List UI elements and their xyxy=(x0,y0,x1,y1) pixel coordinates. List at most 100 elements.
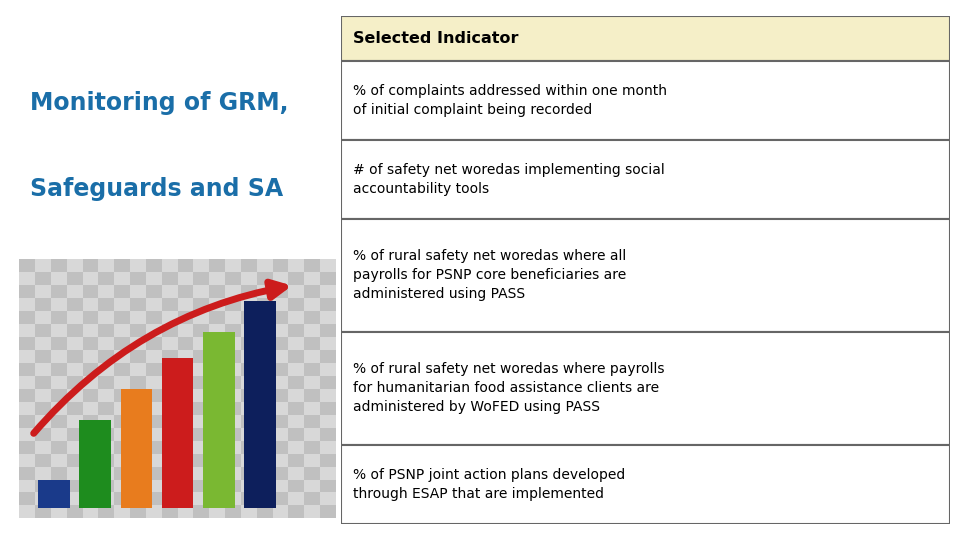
Bar xyxy=(146,285,161,298)
Bar xyxy=(194,272,209,285)
Bar xyxy=(226,492,241,505)
Bar xyxy=(146,259,161,272)
Bar xyxy=(51,337,67,350)
Bar xyxy=(289,337,304,350)
Bar xyxy=(209,454,226,467)
Bar xyxy=(209,324,226,337)
Bar xyxy=(241,272,257,285)
Bar xyxy=(99,272,114,285)
Bar xyxy=(67,324,83,337)
Bar xyxy=(194,480,209,492)
Bar xyxy=(83,428,99,441)
Bar xyxy=(209,389,226,402)
Bar xyxy=(83,402,99,415)
Bar xyxy=(114,324,131,337)
Bar xyxy=(67,492,83,505)
Bar xyxy=(289,505,304,518)
Bar xyxy=(178,311,194,324)
Bar xyxy=(19,363,36,376)
Bar xyxy=(114,376,131,389)
Bar xyxy=(289,480,304,492)
Bar xyxy=(194,298,209,311)
Bar xyxy=(241,376,257,389)
Bar xyxy=(273,505,289,518)
Bar xyxy=(83,389,99,402)
Bar xyxy=(114,402,131,415)
Bar xyxy=(257,324,273,337)
Bar xyxy=(289,285,304,298)
Bar xyxy=(226,428,241,441)
Bar xyxy=(36,337,51,350)
Bar xyxy=(51,376,67,389)
Bar xyxy=(226,454,241,467)
Bar xyxy=(67,376,83,389)
Bar xyxy=(273,389,289,402)
Bar xyxy=(226,376,241,389)
Bar xyxy=(99,324,114,337)
Bar xyxy=(36,376,51,389)
Bar xyxy=(51,389,67,402)
Bar xyxy=(19,441,36,454)
Bar xyxy=(161,441,178,454)
Bar xyxy=(226,298,241,311)
Bar xyxy=(131,363,146,376)
Bar xyxy=(273,285,289,298)
Bar xyxy=(99,480,114,492)
Bar xyxy=(226,441,241,454)
Bar xyxy=(131,454,146,467)
Bar xyxy=(257,428,273,441)
Bar xyxy=(19,492,36,505)
Bar xyxy=(131,324,146,337)
Bar xyxy=(131,350,146,363)
Bar xyxy=(194,337,209,350)
Bar xyxy=(146,441,161,454)
Bar xyxy=(99,454,114,467)
Bar xyxy=(161,357,194,508)
Bar xyxy=(178,363,194,376)
Bar xyxy=(51,311,67,324)
Bar xyxy=(241,337,257,350)
Bar xyxy=(36,272,51,285)
Bar xyxy=(178,389,194,402)
Bar xyxy=(226,467,241,480)
Bar xyxy=(209,415,226,428)
Bar xyxy=(36,363,51,376)
Bar xyxy=(321,298,336,311)
Bar xyxy=(273,402,289,415)
Bar xyxy=(38,480,70,508)
Bar xyxy=(51,467,67,480)
Bar xyxy=(321,467,336,480)
Bar xyxy=(273,467,289,480)
Bar xyxy=(51,480,67,492)
Bar xyxy=(146,324,161,337)
Bar xyxy=(257,350,273,363)
Bar xyxy=(304,259,321,272)
Bar xyxy=(161,363,178,376)
Bar xyxy=(83,311,99,324)
FancyBboxPatch shape xyxy=(341,140,950,219)
Bar xyxy=(194,428,209,441)
Bar xyxy=(131,376,146,389)
Bar xyxy=(161,324,178,337)
Bar xyxy=(257,492,273,505)
Bar xyxy=(273,415,289,428)
Bar xyxy=(83,363,99,376)
Bar xyxy=(273,480,289,492)
Bar xyxy=(36,311,51,324)
Bar xyxy=(131,492,146,505)
Bar xyxy=(321,415,336,428)
Bar xyxy=(67,480,83,492)
Bar xyxy=(99,259,114,272)
Bar xyxy=(99,311,114,324)
Bar xyxy=(161,428,178,441)
Bar xyxy=(161,350,178,363)
Bar xyxy=(131,337,146,350)
Bar xyxy=(146,389,161,402)
Bar xyxy=(257,467,273,480)
Bar xyxy=(209,467,226,480)
Bar xyxy=(146,402,161,415)
Bar xyxy=(273,337,289,350)
Bar xyxy=(304,350,321,363)
Bar xyxy=(194,441,209,454)
Bar xyxy=(161,311,178,324)
